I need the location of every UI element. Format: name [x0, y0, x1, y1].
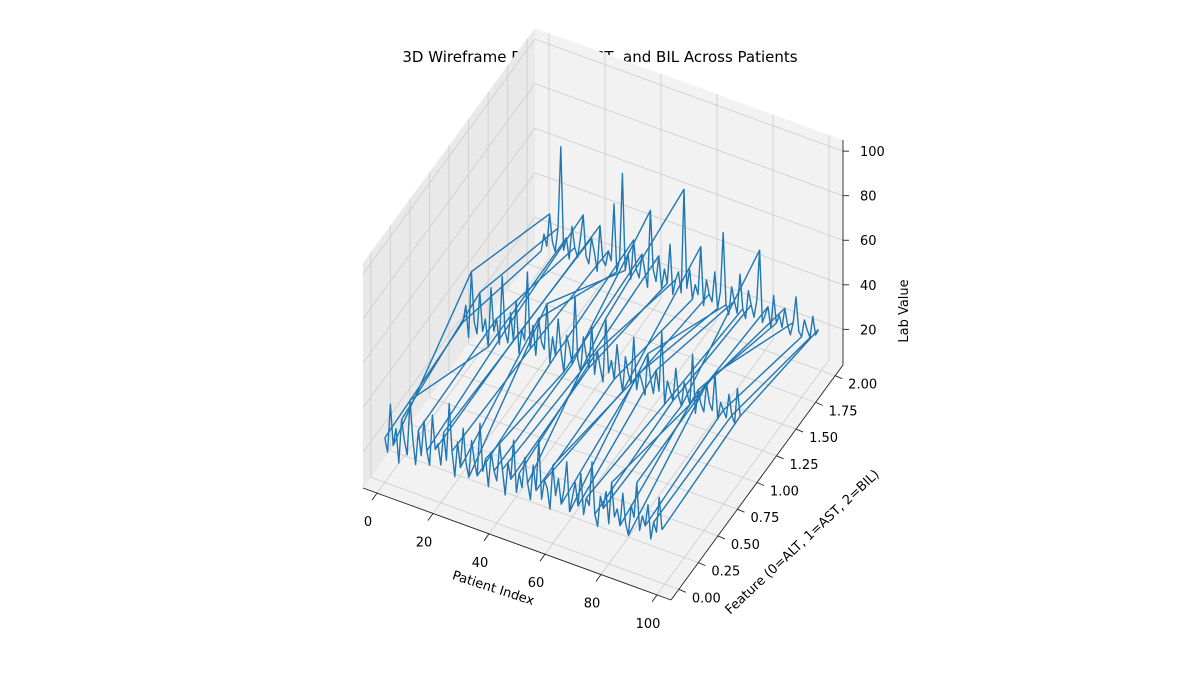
z-axis-label: Lab Value — [897, 279, 912, 342]
x-tick-mark — [371, 492, 378, 501]
y-tick-label: 1.50 — [809, 431, 838, 446]
grid-line — [448, 370, 758, 483]
grid-line — [534, 83, 844, 197]
cross-line — [476, 239, 635, 477]
y-tick-mark — [678, 588, 686, 593]
z-tick-label: 80 — [860, 190, 877, 205]
grid-line — [362, 172, 536, 409]
cross-line — [585, 308, 744, 499]
cross-line — [568, 304, 727, 513]
grid-line — [370, 476, 679, 590]
x-tick-label: 100 — [636, 617, 661, 632]
cross-line — [485, 253, 643, 460]
cross-line — [636, 321, 794, 484]
x-tick-mark — [651, 594, 658, 603]
grid-line — [534, 38, 844, 152]
grid-line — [362, 127, 536, 364]
cross-line — [594, 304, 752, 515]
cross-line — [518, 279, 677, 474]
cross-line — [602, 249, 761, 509]
cross-line — [392, 213, 551, 446]
x-axis-label: Patient Index — [450, 568, 536, 609]
z-tick-label: 100 — [860, 145, 885, 160]
cross-line — [619, 322, 777, 526]
y-tick-label: 0.25 — [711, 565, 740, 580]
y-tick-label: 1.00 — [770, 485, 799, 500]
x-tick-label: 0 — [364, 515, 372, 530]
y-tick-mark — [795, 428, 804, 433]
y-tick-mark — [737, 508, 745, 513]
x-tick-mark — [595, 574, 602, 582]
cross-line — [644, 336, 803, 527]
y-tick-mark — [756, 482, 765, 486]
y-tick-label: 1.25 — [790, 458, 819, 473]
z-tick-label: 40 — [860, 279, 877, 294]
cross-line — [535, 298, 693, 492]
x-tick-mark — [427, 513, 434, 521]
tick-labels: 0 20 40 60 80 100 0.00 0.25 0.50 0.75 1.00 1.25 1.50… — [364, 145, 885, 632]
cross-line — [560, 307, 719, 505]
y-tick-label: 0.00 — [692, 591, 721, 606]
cross-line — [627, 307, 786, 536]
grid-line — [409, 423, 719, 537]
grid-line — [429, 396, 738, 510]
grid-line — [390, 450, 699, 564]
grid-line — [527, 263, 836, 377]
x-tick-label: 80 — [584, 597, 601, 612]
y-tick-label: 0.75 — [750, 511, 779, 526]
series-line-feature-2 — [540, 145, 820, 339]
cross-line — [409, 237, 567, 401]
grid-line — [534, 172, 844, 286]
x-tick-label: 20 — [416, 535, 433, 550]
y-tick-label: 1.75 — [829, 404, 858, 419]
cross-line — [661, 329, 819, 531]
cross-line — [459, 271, 618, 468]
cross-line — [493, 210, 652, 472]
series-line-feature-1 — [462, 271, 741, 424]
z-tick-label: 20 — [860, 323, 877, 338]
wireframe-series — [384, 145, 820, 540]
cross-line — [577, 300, 735, 507]
y-tick-mark — [698, 562, 706, 567]
cross-line — [426, 214, 584, 452]
y-tick-label: 0.50 — [731, 538, 760, 553]
axis-line — [362, 487, 672, 601]
x-tick-label: 40 — [472, 556, 489, 571]
back-wall-pane — [535, 28, 843, 365]
cross-line — [552, 293, 710, 466]
grid-line — [534, 127, 844, 241]
x-tick-mark — [483, 533, 490, 542]
y-tick-label: 2.00 — [848, 378, 877, 393]
cross-line — [401, 227, 559, 420]
series-line-feature-0 — [384, 399, 663, 540]
cross-line — [451, 250, 609, 452]
y-tick-mark — [815, 401, 823, 406]
y-tick-mark — [776, 455, 784, 460]
grid-line — [362, 83, 536, 319]
cross-line — [526, 188, 685, 484]
y-tick-mark — [835, 375, 843, 380]
x-tick-mark — [539, 553, 546, 562]
y-tick-mark — [717, 535, 726, 540]
cross-line — [468, 269, 626, 478]
x-tick-label: 60 — [528, 576, 545, 591]
cross-line — [443, 225, 601, 433]
grid-line — [362, 38, 536, 275]
z-tick-label: 60 — [860, 234, 877, 249]
cross-line — [653, 337, 811, 523]
cross-line — [417, 247, 576, 431]
